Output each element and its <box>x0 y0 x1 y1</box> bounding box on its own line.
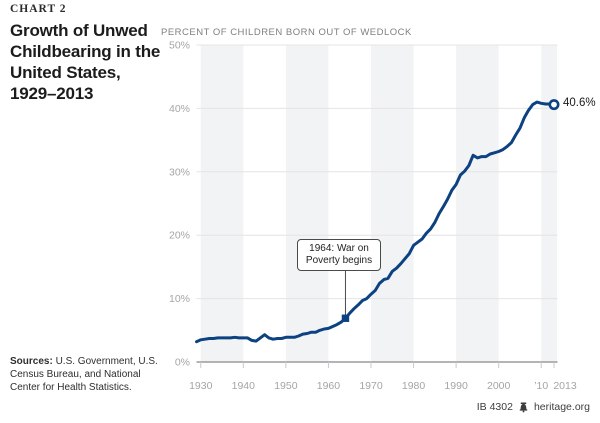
y-axis-label: 10% <box>169 293 190 305</box>
x-axis-label: 1940 <box>232 380 256 392</box>
x-axis-label: 1960 <box>317 380 341 392</box>
y-axis-label: 40% <box>169 103 190 115</box>
x-axis-label: 2000 <box>487 380 511 392</box>
x-axis-label: 2013 <box>553 380 577 392</box>
decade-band <box>285 45 329 362</box>
axis-title: PERCENT OF CHILDREN BORN OUT OF WEDLOCK <box>161 27 412 38</box>
sources-note: Sources: U.S. Government, U.S. Census Bu… <box>10 355 162 394</box>
annotation-callout: 1964: War on Poverty begins <box>297 239 381 271</box>
footer-credit: IB 4302 heritage.org <box>477 401 590 413</box>
decade-band <box>200 45 244 362</box>
y-axis-label: 0% <box>175 357 190 369</box>
doc-id-label: IB 4302 <box>476 401 513 413</box>
x-axis-label: 1970 <box>359 380 383 392</box>
trend-line <box>195 100 556 344</box>
decade-band <box>370 45 414 362</box>
x-axis-label: 1950 <box>274 380 298 392</box>
y-axis-label: 50% <box>169 40 190 52</box>
page-title: Growth of Unwed Childbearing in the Unit… <box>10 21 161 103</box>
sources-text: U.S. Government, U.S. Census Bureau, and… <box>10 356 158 393</box>
decade-band <box>541 45 557 362</box>
site-label: heritage.org <box>533 401 590 413</box>
x-axis-label: 1930 <box>189 380 213 392</box>
decade-band <box>456 45 499 362</box>
chart-number-label: CHART 2 <box>10 3 67 15</box>
end-point-marker <box>548 99 560 111</box>
y-axis-label: 20% <box>169 230 190 242</box>
x-axis-label: 1990 <box>444 380 468 392</box>
annotation-point-marker <box>341 314 350 322</box>
y-axis-label: 30% <box>169 166 190 178</box>
x-axis-label: 1980 <box>402 380 426 392</box>
x-axis-label: ’10 <box>534 380 548 392</box>
sources-label: Sources: <box>10 356 53 367</box>
liberty-bell-icon <box>518 402 529 413</box>
end-value-label: 40.6% <box>563 97 596 109</box>
